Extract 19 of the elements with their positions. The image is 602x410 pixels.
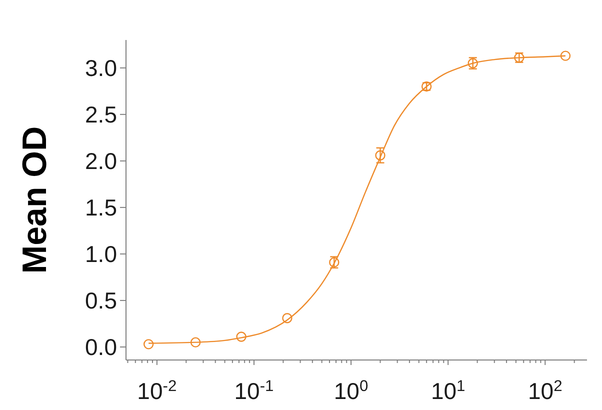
point xyxy=(282,313,292,324)
point xyxy=(236,332,246,342)
y-tick-label: 0.0 xyxy=(85,334,117,360)
y-axis-title: Mean OD xyxy=(16,126,54,274)
point xyxy=(375,150,386,160)
x-tick-label: 10$^{2}$ xyxy=(528,378,562,404)
x-tick-label: 10$^{1}$ xyxy=(430,378,466,404)
point xyxy=(143,339,154,350)
x-tick-label: 10$^{0}$ xyxy=(334,378,368,404)
point xyxy=(560,50,571,61)
point xyxy=(190,337,201,348)
y-tick-label: 1.0 xyxy=(85,241,117,268)
y-tick-label: 3.0 xyxy=(85,55,117,82)
x-tick-label: 10$^{-1}$ xyxy=(234,378,274,404)
y-tick-label: 2.5 xyxy=(85,102,117,128)
x-tick-label: 10$^{-2}$ xyxy=(137,378,177,404)
y-tick-label: 2.0 xyxy=(85,148,117,174)
y-tick-label: 1.5 xyxy=(85,194,117,221)
y-tick-label: 0.5 xyxy=(85,288,117,314)
